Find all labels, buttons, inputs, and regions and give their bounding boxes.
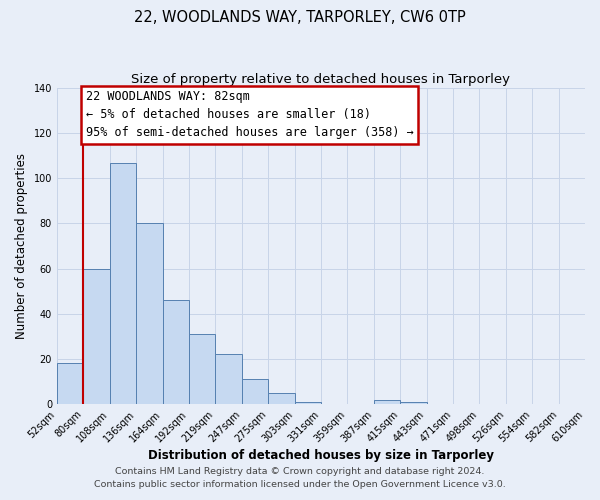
Text: Contains HM Land Registry data © Crown copyright and database right 2024.
Contai: Contains HM Land Registry data © Crown c… [94,468,506,489]
X-axis label: Distribution of detached houses by size in Tarporley: Distribution of detached houses by size … [148,450,494,462]
Bar [374,400,400,404]
Y-axis label: Number of detached properties: Number of detached properties [15,153,28,339]
Bar [268,393,295,404]
Bar [136,224,163,404]
Title: Size of property relative to detached houses in Tarporley: Size of property relative to detached ho… [131,72,511,86]
Bar [57,364,83,404]
Bar [242,380,268,404]
Bar [110,162,136,404]
Bar [189,334,215,404]
Bar [163,300,189,404]
Bar [295,402,321,404]
Text: 22, WOODLANDS WAY, TARPORLEY, CW6 0TP: 22, WOODLANDS WAY, TARPORLEY, CW6 0TP [134,10,466,25]
Bar [400,402,427,404]
Text: 22 WOODLANDS WAY: 82sqm
← 5% of detached houses are smaller (18)
95% of semi-det: 22 WOODLANDS WAY: 82sqm ← 5% of detached… [86,90,414,140]
Bar [215,354,242,404]
Bar [83,268,110,404]
